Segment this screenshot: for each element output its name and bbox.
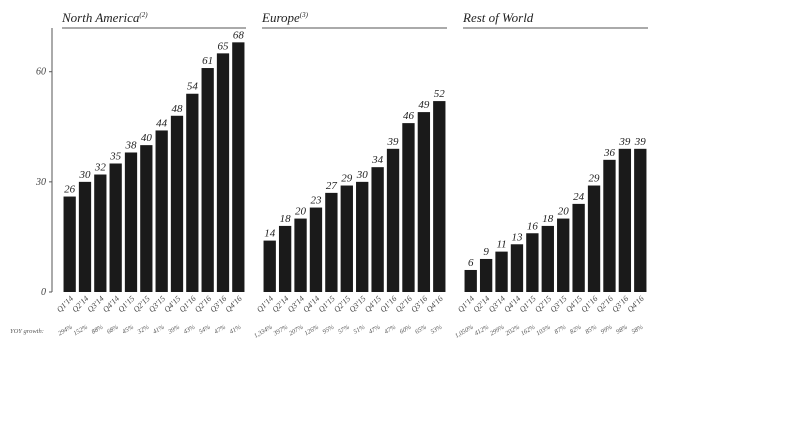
value-label: 36 [603, 147, 616, 159]
bar [78, 181, 92, 292]
value-label: 11 [496, 239, 506, 251]
value-label: 23 [310, 195, 322, 207]
value-label: 68 [233, 29, 245, 41]
value-label: 30 [79, 169, 92, 181]
bar [109, 163, 122, 292]
bar [278, 225, 292, 292]
bar [417, 112, 431, 292]
value-label: 48 [172, 103, 184, 115]
value-label: 44 [156, 117, 168, 129]
value-label: 52 [434, 88, 446, 100]
value-label: 9 [483, 246, 489, 258]
panel-title: Rest of World [462, 10, 534, 25]
value-label: 49 [418, 99, 430, 111]
bar [386, 148, 400, 292]
value-label: 34 [371, 154, 384, 166]
value-label: 27 [326, 180, 338, 192]
panel-title-text: North America [61, 10, 140, 25]
panel-title: Europe(3) [261, 10, 309, 25]
value-label: 40 [141, 132, 153, 144]
value-label: 6 [468, 257, 474, 269]
bar [356, 181, 369, 292]
bar [170, 115, 184, 293]
value-label: 61 [202, 55, 213, 67]
bar [510, 244, 524, 292]
bar [634, 148, 647, 292]
value-label: 38 [125, 139, 138, 151]
value-label: 13 [511, 231, 523, 243]
panel-title-note: (2) [139, 11, 148, 19]
bar [603, 159, 616, 292]
bar [325, 192, 338, 292]
bar [464, 269, 477, 292]
bar [340, 185, 353, 292]
yoy-label: YOY growth: [10, 328, 44, 335]
bar [155, 130, 168, 292]
y-tick-label: 0 [41, 287, 46, 298]
bar [94, 174, 107, 292]
value-label: 39 [634, 136, 647, 148]
value-label: 20 [295, 206, 307, 218]
bar [402, 123, 415, 292]
value-label: 35 [109, 151, 122, 163]
y-tick-label: 30 [35, 177, 46, 188]
value-label: 39 [387, 136, 400, 148]
bar [371, 167, 384, 292]
bar [140, 145, 153, 292]
value-label: 18 [542, 213, 554, 225]
value-label: 29 [589, 173, 601, 185]
bar [201, 68, 214, 293]
bar [557, 218, 570, 292]
value-label: 30 [356, 169, 369, 181]
bar [294, 218, 307, 292]
bar [63, 196, 76, 292]
value-label: 14 [264, 228, 276, 240]
value-label: 16 [527, 220, 539, 232]
value-label: 24 [573, 191, 585, 203]
value-label: 39 [618, 136, 631, 148]
y-tick-label: 60 [36, 67, 46, 78]
value-label: 46 [403, 110, 415, 122]
bar [433, 101, 446, 292]
bar [479, 258, 493, 292]
bar [186, 93, 199, 292]
panel-title-text: Europe [261, 10, 300, 25]
value-label: 20 [558, 206, 570, 218]
value-label: 54 [187, 81, 199, 93]
bar [263, 240, 276, 292]
panel-title: North America(2) [61, 10, 148, 25]
bar [216, 53, 230, 292]
value-label: 18 [280, 213, 292, 225]
value-label: 29 [341, 173, 353, 185]
bar [587, 185, 601, 292]
bar [526, 233, 539, 292]
bar [124, 152, 138, 292]
bar [541, 225, 554, 292]
bar [309, 207, 323, 292]
bar [572, 203, 585, 292]
bar [618, 148, 632, 292]
panel-title-note: (3) [300, 11, 309, 19]
bar [232, 42, 245, 292]
value-label: 26 [64, 184, 76, 196]
panel-title-text: Rest of World [462, 10, 534, 25]
value-label: 65 [218, 40, 230, 52]
bar [495, 251, 508, 292]
value-label: 32 [94, 162, 107, 174]
